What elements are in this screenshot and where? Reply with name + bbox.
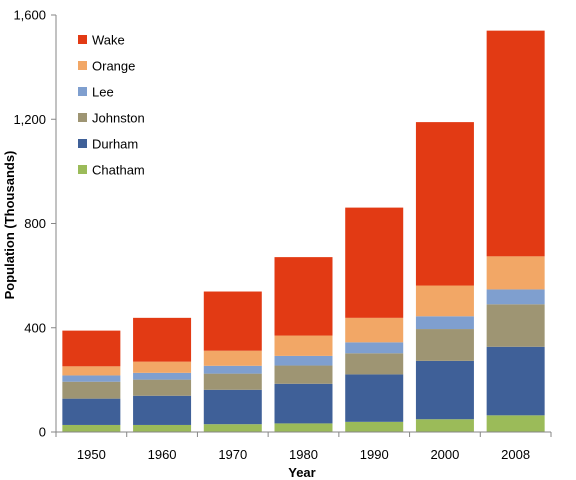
bar-lee-1970 [203,365,262,374]
bar-orange-2008 [486,256,545,290]
legend-swatch-lee [78,87,87,96]
bar-wake-1960 [133,317,192,362]
bar-wake-1970 [203,291,262,351]
bar-lee-2008 [486,289,545,305]
legend-swatch-wake [78,35,87,44]
bar-orange-1980 [274,335,333,356]
y-tick-label: 1,200 [13,112,46,127]
bar-johnston-1950 [62,381,121,399]
y-tick-label: 1,600 [13,8,46,23]
bar-johnston-1980 [274,365,333,384]
bar-wake-1980 [274,257,333,336]
bar-wake-1990 [345,207,404,318]
x-tick-label: 1950 [77,447,106,462]
legend-swatch-johnston [78,113,87,122]
x-tick-label: 1960 [148,447,177,462]
bar-orange-1970 [203,350,262,366]
bar-wake-2000 [415,122,474,286]
bar-durham-1980 [274,383,333,424]
y-tick-label: 800 [24,216,46,231]
bar-durham-2008 [486,346,545,416]
bar-lee-1950 [62,375,121,382]
bar-johnston-1990 [345,353,404,375]
legend-label-wake: Wake [92,33,125,48]
bar-wake-2008 [486,30,545,257]
bar-chatham-1980 [274,423,333,432]
bar-lee-2000 [415,316,474,330]
legend-label-johnston: Johnston [92,111,145,126]
bar-chatham-1960 [133,424,192,432]
legend-label-chatham: Chatham [92,163,145,178]
legend-swatch-chatham [78,165,87,174]
plot-area [62,30,545,432]
bar-wake-1950 [62,330,121,367]
bar-orange-2000 [415,285,474,317]
legend-label-lee: Lee [92,85,114,100]
bar-lee-1990 [345,342,404,354]
x-tick-label: 2008 [501,447,530,462]
y-axis-title: Population (Thousands) [2,151,17,300]
x-tick-label: 2000 [430,447,459,462]
bar-durham-2000 [415,360,474,420]
x-tick-label: 1980 [289,447,318,462]
axes: 0 400 800 1,200 1,600 1950 1960 1970 1980 1990 200… [13,8,552,462]
bar-orange-1960 [133,361,192,373]
bar-orange-1950 [62,366,121,376]
bar-johnston-1970 [203,373,262,390]
bar-lee-1980 [274,355,333,366]
legend-swatch-orange [78,61,87,70]
bar-johnston-1960 [133,379,192,396]
bar-durham-1990 [345,374,404,422]
bar-chatham-1950 [62,424,121,432]
bar-orange-1990 [345,317,404,343]
legend-label-orange: Orange [92,59,135,74]
bar-chatham-2008 [486,415,545,432]
bar-chatham-2000 [415,419,474,432]
x-tick-label: 1990 [360,447,389,462]
bar-durham-1970 [203,389,262,425]
bar-johnston-2000 [415,329,474,361]
bar-lee-1960 [133,372,192,380]
legend: Wake Orange Lee Johnston Durham Chatham [78,33,145,178]
y-tick-label: 0 [39,425,46,440]
bar-johnston-2008 [486,304,545,347]
legend-label-durham: Durham [92,137,138,152]
y-tick-label: 400 [24,320,46,335]
bar-chatham-1990 [345,421,404,432]
bar-durham-1950 [62,398,121,425]
bar-chatham-1970 [203,424,262,432]
bar-durham-1960 [133,395,192,425]
legend-swatch-durham [78,139,87,148]
x-axis-title: Year [288,465,315,480]
x-tick-label: 1970 [218,447,247,462]
